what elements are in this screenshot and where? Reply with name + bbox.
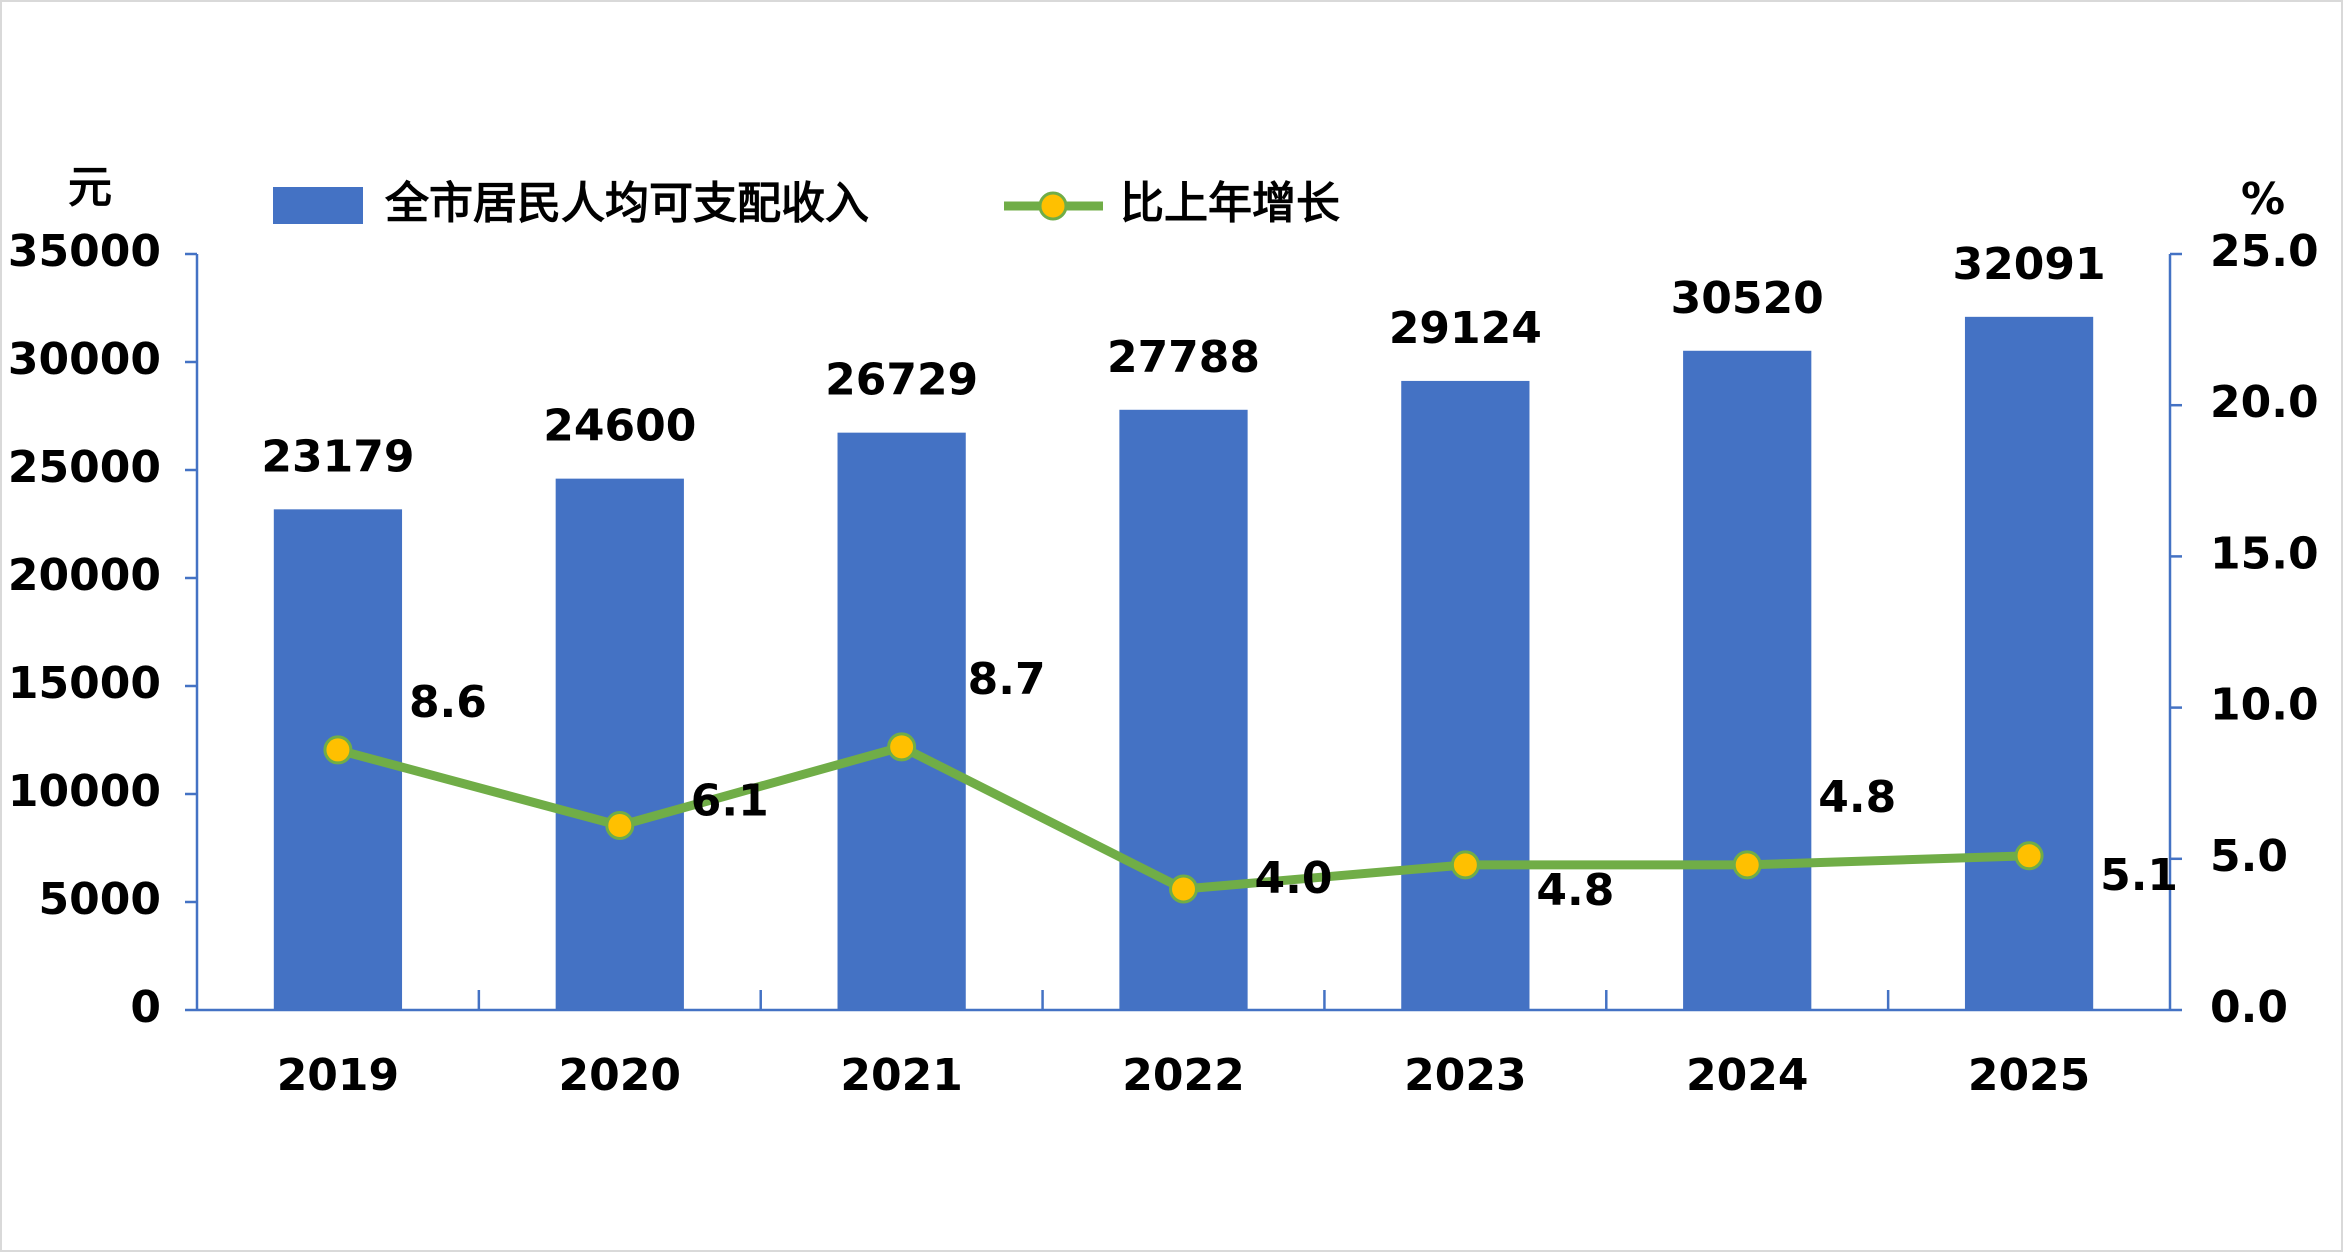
x-tick-label: 2023 [1404, 1050, 1526, 1101]
y-tick-label: 25000 [8, 442, 161, 493]
bar [837, 432, 966, 1011]
line-marker [1169, 874, 1198, 904]
legend-swatch [273, 187, 363, 224]
bar [1119, 409, 1248, 1011]
legend-label: 比上年增长 [1120, 178, 1340, 229]
y-tick-label: 5000 [39, 874, 161, 925]
line-value-label: 4.8 [1818, 772, 1896, 823]
bar-value-label: 26729 [825, 355, 978, 406]
bar-value-label: 24600 [543, 401, 696, 452]
legend-swatch [1038, 191, 1068, 221]
y-tick-label: 30000 [8, 334, 161, 385]
y-tick-label: 35000 [8, 226, 161, 277]
bar-value-label: 23179 [261, 431, 414, 482]
bar [1683, 350, 1812, 1010]
x-tick-label: 2019 [277, 1050, 399, 1101]
bar [1401, 380, 1530, 1010]
line-value-label: 6.1 [691, 776, 769, 827]
bar-value-label: 27788 [1107, 332, 1260, 383]
y-tick-label: 15000 [8, 658, 161, 709]
y-tick-label: 10000 [8, 766, 161, 817]
x-tick-label: 2024 [1686, 1050, 1808, 1101]
bar [555, 478, 684, 1010]
x-tick-label: 2020 [559, 1050, 681, 1101]
y-axis-label: 元 [68, 162, 112, 213]
y2-tick-label: 25.0 [2210, 226, 2319, 277]
y2-tick-label: 0.0 [2210, 982, 2288, 1033]
line-value-label: 8.6 [409, 677, 487, 728]
y-tick-label: 20000 [8, 550, 161, 601]
line-marker [323, 735, 353, 765]
line-value-label: 4.0 [1255, 853, 1333, 904]
x-tick-label: 2025 [1968, 1050, 2090, 1101]
bar-value-label: 29124 [1389, 303, 1542, 354]
y2-tick-label: 5.0 [2210, 831, 2288, 882]
line-marker [1732, 850, 1762, 880]
line-marker [2014, 841, 2044, 871]
y2-axis-label: % [2241, 174, 2285, 225]
x-tick-label: 2022 [1122, 1050, 1244, 1101]
line-marker [887, 732, 917, 762]
y2-tick-label: 15.0 [2210, 528, 2319, 579]
legend-label: 全市居民人均可支配收入 [384, 178, 869, 229]
bar-value-label: 30520 [1671, 273, 1824, 324]
y-tick-label: 0 [130, 982, 161, 1033]
y2-tick-label: 10.0 [2210, 680, 2319, 731]
line-value-label: 8.7 [968, 654, 1046, 705]
line-marker [605, 811, 635, 841]
bar [1964, 316, 2094, 1010]
line-marker [1450, 850, 1480, 880]
line-value-label: 5.1 [2100, 850, 2178, 901]
x-tick-label: 2021 [840, 1050, 962, 1101]
bar-value-label: 32091 [1953, 239, 2106, 290]
line-value-label: 4.8 [1536, 865, 1614, 916]
y2-tick-label: 20.0 [2210, 377, 2319, 428]
